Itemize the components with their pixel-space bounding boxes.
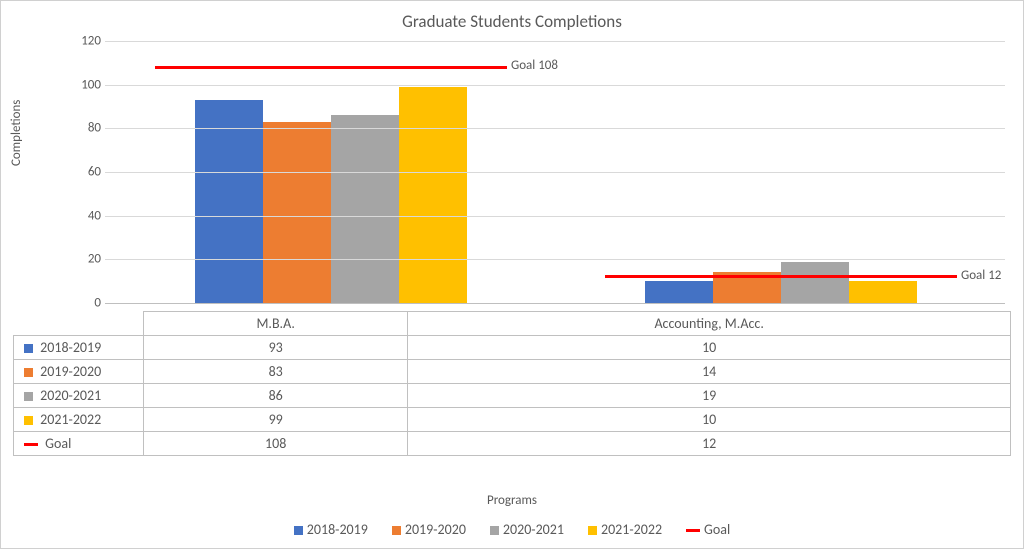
xaxis-label: Programs — [1, 493, 1023, 508]
table-cell: 108 — [144, 432, 408, 456]
goal-label: Goal 108 — [511, 58, 558, 73]
table-corner — [14, 312, 144, 336]
table-cell: 83 — [144, 360, 408, 384]
gridline — [105, 303, 1005, 304]
ytick: 0 — [61, 296, 101, 311]
table-row: 2021-20229910 — [14, 408, 1011, 432]
gridline — [105, 85, 1005, 86]
table-cell: 93 — [144, 336, 408, 360]
table-row: 2020-20218619 — [14, 384, 1011, 408]
ytick: 40 — [61, 208, 101, 223]
yaxis-label: Completions — [9, 100, 24, 166]
data-table: M.B.A.Accounting, M.Acc. 2018-20199310 2… — [13, 311, 1011, 456]
table-row: 2018-20199310 — [14, 336, 1011, 360]
ytick: 80 — [61, 121, 101, 136]
table-column-header: M.B.A. — [144, 312, 408, 336]
bar — [781, 262, 849, 303]
table-cell: 86 — [144, 384, 408, 408]
plot-area: Goal 108Goal 12 020406080100120 — [61, 41, 1005, 311]
legend: 2018-2019 2019-2020 2020-2021 2021-2022 Goal — [1, 521, 1023, 538]
table-cell: 12 — [408, 432, 1011, 456]
goal-line — [155, 66, 507, 69]
goal-line — [605, 275, 957, 278]
gridline — [105, 41, 1005, 42]
table-column-header: Accounting, M.Acc. — [408, 312, 1011, 336]
table-row: 2019-20208314 — [14, 360, 1011, 384]
table-cell: 10 — [408, 336, 1011, 360]
gridline — [105, 128, 1005, 129]
ytick: 120 — [61, 34, 101, 49]
table-row-header: 2019-2020 — [14, 360, 144, 384]
bar — [263, 122, 331, 303]
legend-item: 2021-2022 — [588, 521, 662, 538]
bar — [195, 100, 263, 303]
table-row-header: 2020-2021 — [14, 384, 144, 408]
table-cell: 14 — [408, 360, 1011, 384]
chart-container: Graduate Students Completions Completion… — [0, 0, 1024, 549]
table-row-header: Goal — [14, 432, 144, 456]
legend-item: 2018-2019 — [294, 521, 368, 538]
table-cell: 19 — [408, 384, 1011, 408]
gridline — [105, 259, 1005, 260]
ytick: 20 — [61, 252, 101, 267]
table-row-header: 2021-2022 — [14, 408, 144, 432]
gridline — [105, 216, 1005, 217]
ytick: 60 — [61, 165, 101, 180]
legend-item: Goal — [686, 521, 730, 538]
goal-label: Goal 12 — [961, 268, 1001, 283]
table-row: Goal10812 — [14, 432, 1011, 456]
gridline — [105, 172, 1005, 173]
legend-item: 2020-2021 — [490, 521, 564, 538]
table-cell: 10 — [408, 408, 1011, 432]
chart-title: Graduate Students Completions — [1, 1, 1023, 32]
bar — [331, 115, 399, 303]
bar — [645, 281, 713, 303]
bar — [849, 281, 917, 303]
bar — [399, 87, 467, 303]
legend-item: 2019-2020 — [392, 521, 466, 538]
table-cell: 99 — [144, 408, 408, 432]
table-row-header: 2018-2019 — [14, 336, 144, 360]
ytick: 100 — [61, 77, 101, 92]
